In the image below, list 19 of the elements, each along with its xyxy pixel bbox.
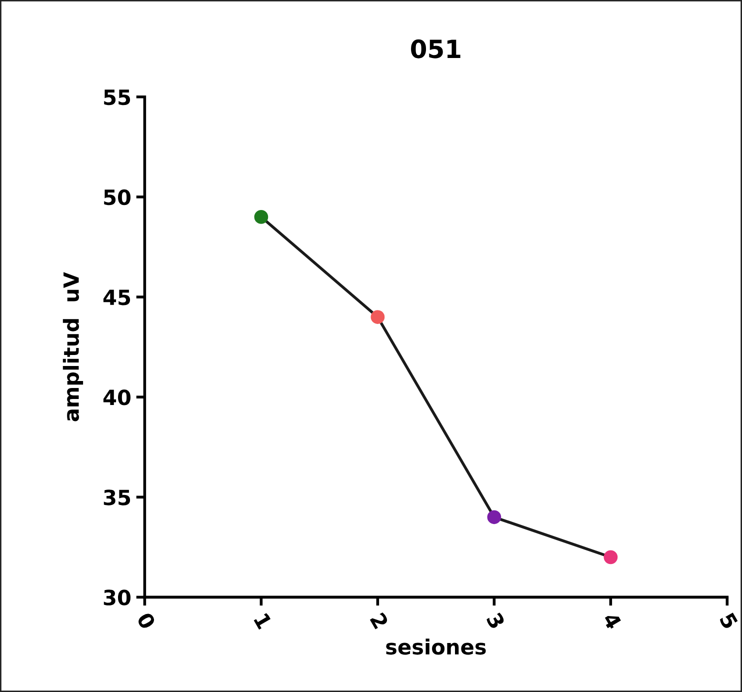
point (604, 550, 618, 564)
point (370, 310, 385, 324)
x-tick-label: 2 (370, 612, 389, 630)
x-axis-title: sesiones (386, 638, 486, 655)
y-axis-title: amplitud uV (62, 272, 84, 422)
x-tick-label: 0 (136, 611, 156, 630)
y-tick-label: 50 (104, 189, 130, 206)
x-tick-label: 1 (254, 612, 272, 630)
y-tick-label: 55 (104, 90, 130, 106)
x-tick-label: 3 (486, 612, 506, 630)
y-tick-label: 35 (104, 490, 130, 506)
chart-title: 051 (411, 39, 460, 58)
point (487, 510, 502, 524)
y-tick-label: 45 (103, 290, 130, 306)
point (254, 210, 268, 224)
x-tick-label: 4 (602, 612, 622, 630)
x-tick-label: 5 (719, 612, 738, 630)
y-tick-label: 40 (103, 390, 130, 406)
y-tick-label: 30 (104, 590, 130, 606)
